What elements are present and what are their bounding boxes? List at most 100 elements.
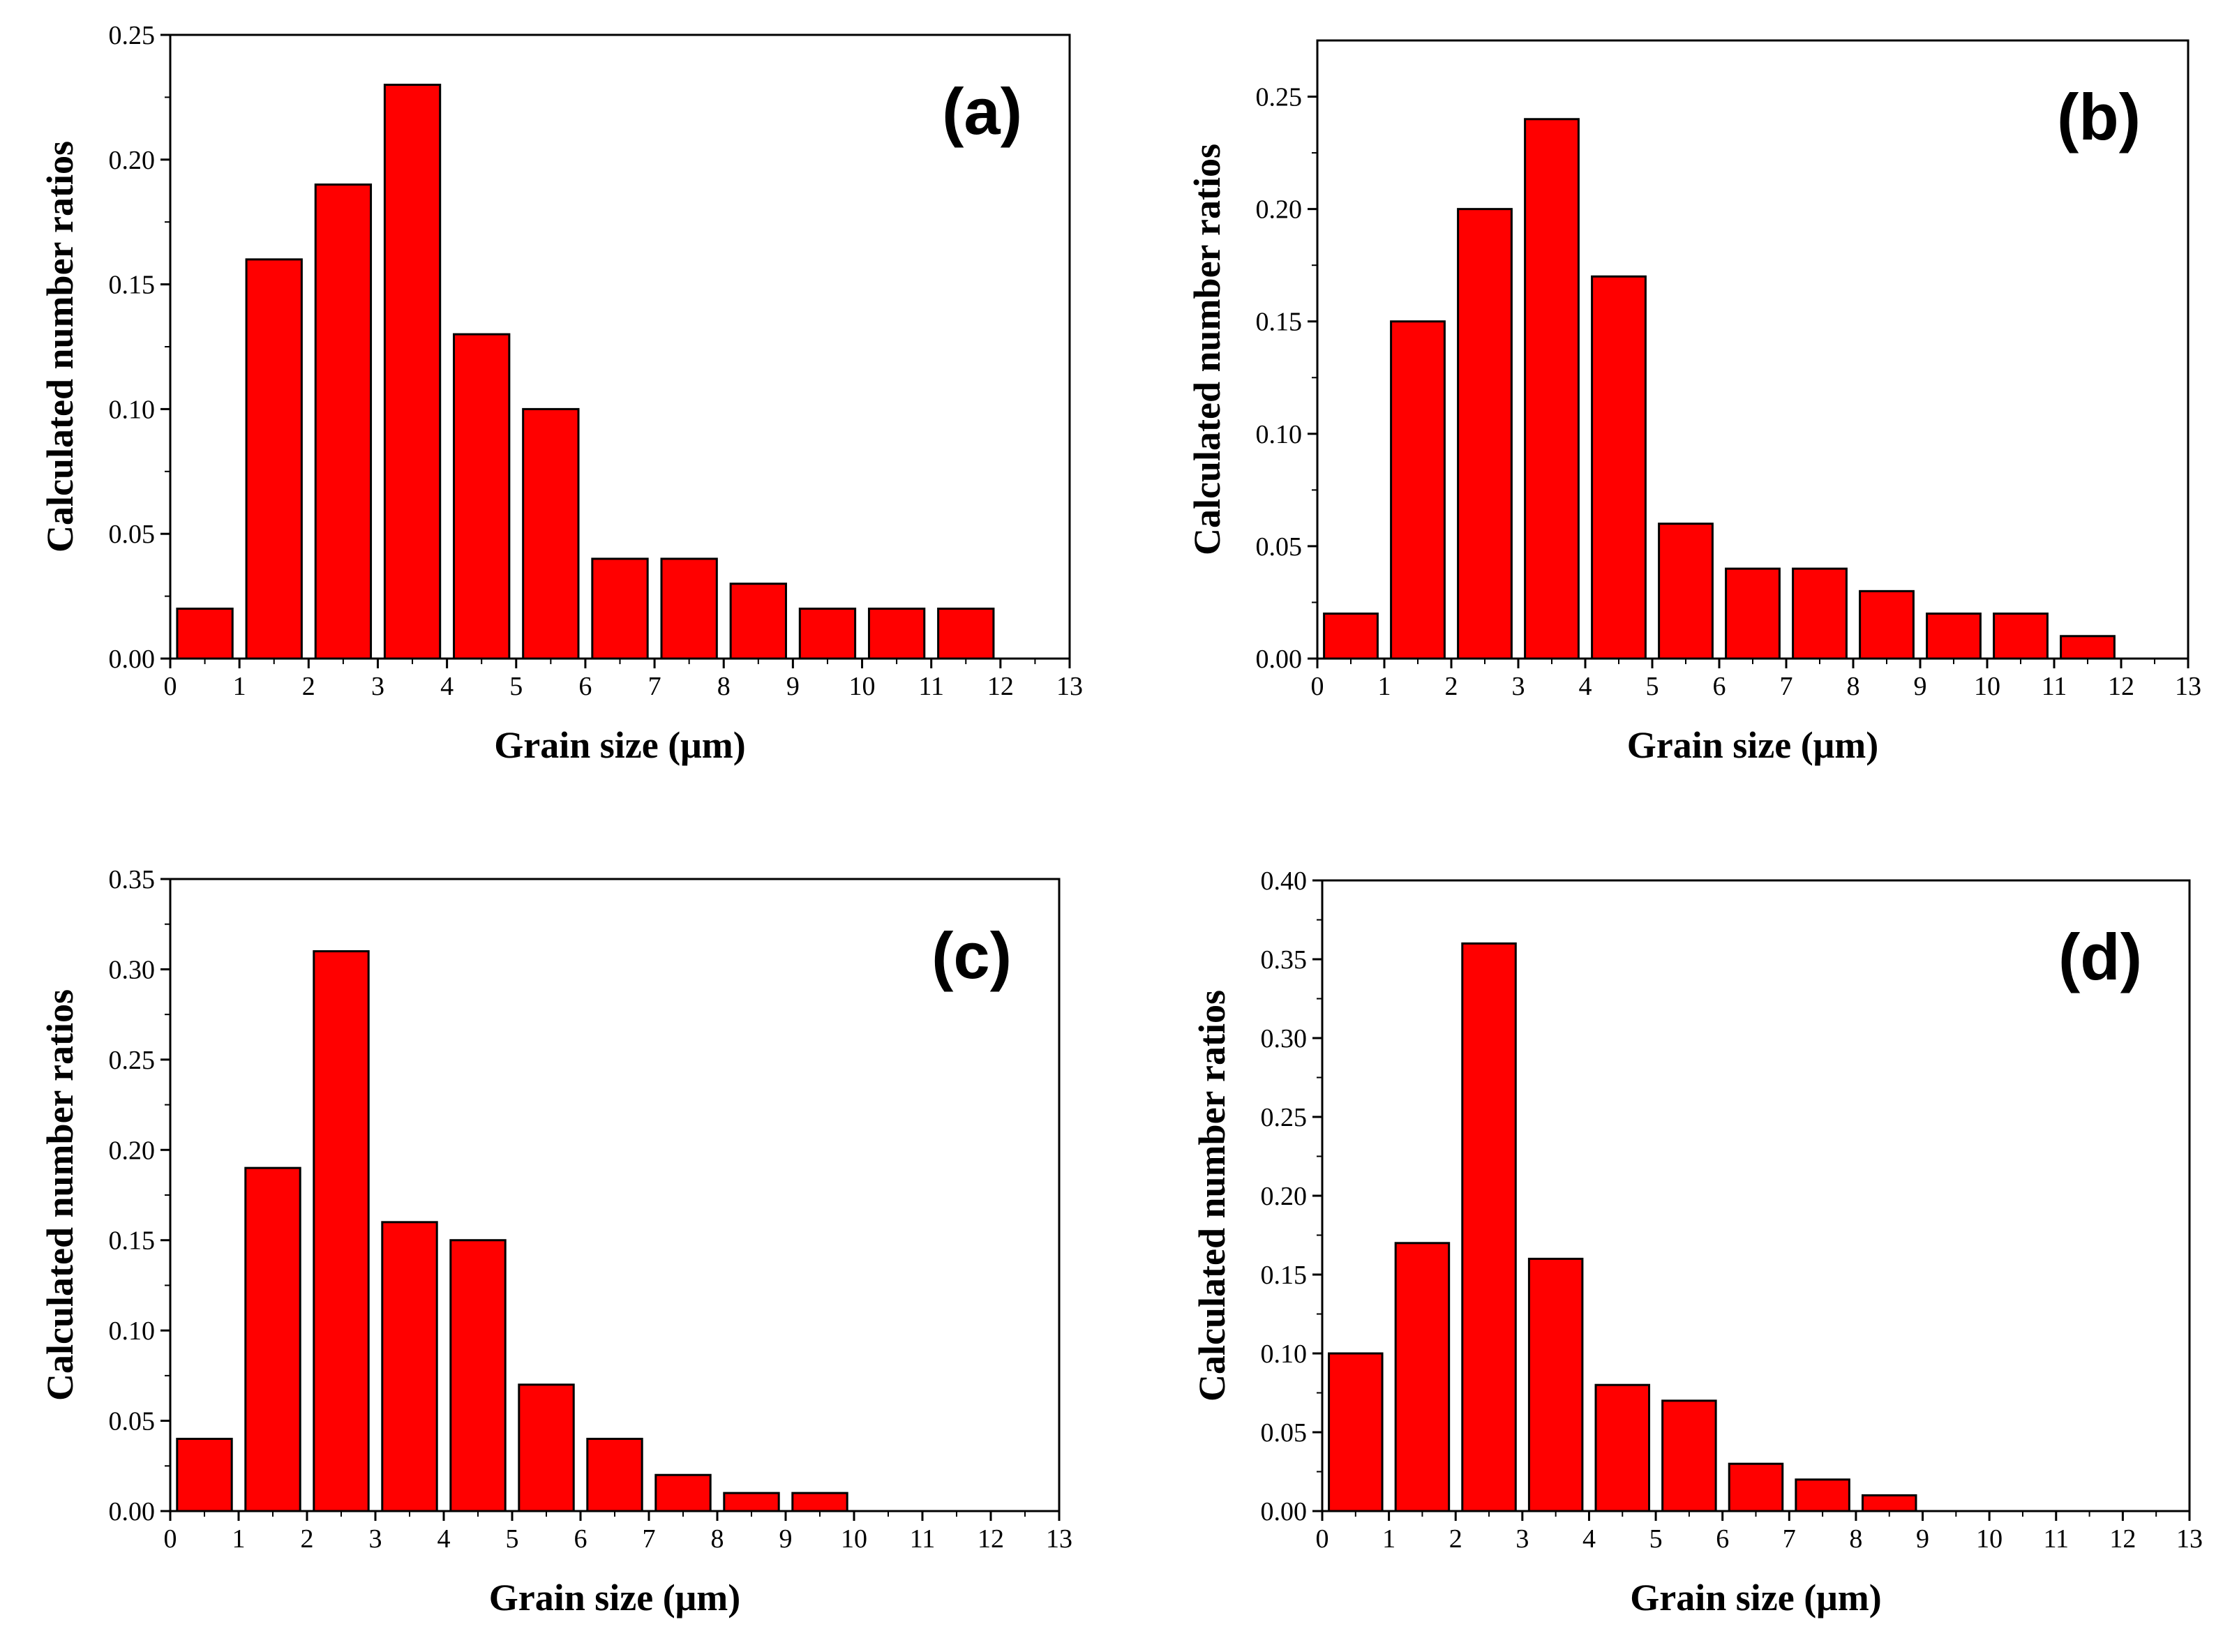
x-tick-label: 6 xyxy=(574,1524,587,1554)
y-tick-label: 0.25 xyxy=(1261,1103,1308,1132)
x-tick-label: 8 xyxy=(1847,672,1860,701)
x-tick-label: 11 xyxy=(2042,672,2067,701)
bar-3-9 xyxy=(723,1492,780,1512)
bar-2-5 xyxy=(1591,275,1647,660)
bar-1-10 xyxy=(798,607,857,660)
bar-2-1 xyxy=(1323,613,1379,660)
bar-3-7 xyxy=(586,1437,643,1512)
x-tick-label: 2 xyxy=(1445,672,1458,701)
plot-frame xyxy=(169,878,1061,1512)
bar-2-3 xyxy=(1457,208,1513,660)
y-tick-label: 0.00 xyxy=(1261,1497,1308,1526)
x-tick-label: 8 xyxy=(711,1524,724,1554)
y-tick-label: 0.20 xyxy=(109,146,156,175)
bar-1-9 xyxy=(729,583,787,660)
x-tick-label: 2 xyxy=(1449,1524,1462,1554)
y-tick-label: 0.10 xyxy=(109,1316,156,1346)
y-tick-label: 0.00 xyxy=(109,645,156,674)
x-axis-title: Grain size (μm) xyxy=(1627,724,1879,766)
x-tick-label: 4 xyxy=(437,1524,451,1554)
x-tick-label: 12 xyxy=(2108,672,2134,701)
x-tick-label: 10 xyxy=(1976,1524,2003,1554)
x-tick-label: 7 xyxy=(1780,672,1793,701)
chart-panel-2: 0 1 2 3 4 5 6 7 8 9 10 11 12 130.000.050.100.150.200.… xyxy=(1186,39,2201,766)
x-tick-label: 10 xyxy=(849,672,876,701)
x-tick-label: 11 xyxy=(2043,1524,2069,1554)
x-tick-label: 2 xyxy=(301,1524,314,1554)
x-tick-label: 1 xyxy=(1382,1524,1395,1554)
bar-2-6 xyxy=(1658,523,1714,660)
bar-4-3 xyxy=(1461,942,1517,1512)
bar-4-1 xyxy=(1328,1352,1384,1512)
x-tick-label: 1 xyxy=(233,672,246,701)
x-tick-label: 9 xyxy=(1916,1524,1929,1554)
x-tick-label: 9 xyxy=(786,672,800,701)
y-tick-label: 0.10 xyxy=(1256,420,1303,449)
x-tick-label: 9 xyxy=(1914,672,1927,701)
x-tick-label: 6 xyxy=(578,672,592,701)
y-tick-label: 0.05 xyxy=(109,520,156,549)
x-tick-label: 10 xyxy=(1974,672,2000,701)
bar-2-2 xyxy=(1390,320,1446,660)
bar-2-10 xyxy=(1926,613,1982,660)
y-tick-label: 0.25 xyxy=(109,21,156,50)
bar-1-6 xyxy=(522,407,580,660)
y-tick-label: 0.15 xyxy=(1261,1261,1308,1290)
y-axis-title: Calculated number ratios xyxy=(39,989,81,1401)
x-tick-label: 7 xyxy=(643,1524,656,1554)
chart-panel-4: 0 1 2 3 4 5 6 7 8 9 10 11 12 130.000.050.100.150.200.… xyxy=(1191,866,2203,1619)
y-tick-label: 0.25 xyxy=(1256,83,1303,112)
bar-3-10 xyxy=(791,1492,848,1512)
y-tick-label: 0.35 xyxy=(109,865,156,894)
y-tick-label: 0.15 xyxy=(109,271,156,300)
bar-4-5 xyxy=(1594,1383,1651,1512)
bar-1-12 xyxy=(937,607,995,660)
x-tick-label: 3 xyxy=(1515,1524,1529,1554)
y-tick-label: 0.30 xyxy=(1261,1024,1308,1053)
bar-4-4 xyxy=(1527,1257,1584,1512)
bar-1-4 xyxy=(383,84,442,660)
y-tick-label: 0.20 xyxy=(1261,1182,1308,1211)
y-tick-label: 0.00 xyxy=(1256,645,1303,674)
bar-4-2 xyxy=(1394,1242,1451,1512)
x-axis-title: Grain size (μm) xyxy=(1630,1577,1882,1619)
y-tick-label: 0.10 xyxy=(109,395,156,424)
y-tick-label: 0.30 xyxy=(109,955,156,984)
bar-2-4 xyxy=(1524,118,1580,660)
x-tick-label: 5 xyxy=(506,1524,519,1554)
x-axis-title: Grain size (μm) xyxy=(489,1577,741,1619)
x-tick-label: 3 xyxy=(369,1524,382,1554)
x-tick-label: 12 xyxy=(2109,1524,2136,1554)
x-axis-title: Grain size (μm) xyxy=(494,724,746,766)
bar-3-3 xyxy=(313,950,370,1512)
x-tick-label: 5 xyxy=(1646,672,1659,701)
bar-1-7 xyxy=(591,557,649,660)
x-tick-label: 13 xyxy=(1046,1524,1072,1554)
chart-panel-3: 0 1 2 3 4 5 6 7 8 9 10 11 12 130.000.050.100.150.200.… xyxy=(39,865,1072,1619)
x-tick-label: 9 xyxy=(779,1524,793,1554)
x-tick-label: 0 xyxy=(164,672,177,701)
y-tick-label: 0.15 xyxy=(109,1226,156,1256)
y-tick-label: 0.35 xyxy=(1261,945,1308,975)
x-tick-label: 10 xyxy=(841,1524,867,1554)
chart-panel-1: 0 1 2 3 4 5 6 7 8 9 10 11 12 130.000.050.100.150.200.… xyxy=(39,21,1083,766)
bar-4-6 xyxy=(1661,1399,1717,1512)
x-tick-label: 3 xyxy=(1512,672,1525,701)
bar-3-1 xyxy=(176,1437,233,1512)
x-tick-label: 8 xyxy=(1849,1524,1862,1554)
x-tick-label: 5 xyxy=(509,672,523,701)
bar-2-7 xyxy=(1725,567,1781,660)
bar-1-1 xyxy=(176,607,234,660)
x-tick-label: 4 xyxy=(1579,672,1592,701)
bar-4-9 xyxy=(1861,1494,1917,1512)
x-tick-label: 2 xyxy=(302,672,315,701)
bar-1-3 xyxy=(314,183,373,660)
bar-2-12 xyxy=(2060,635,2116,660)
x-tick-label: 11 xyxy=(910,1524,936,1554)
bar-1-5 xyxy=(453,333,511,660)
bar-3-5 xyxy=(449,1239,507,1512)
x-tick-label: 13 xyxy=(1056,672,1083,701)
y-tick-label: 0.40 xyxy=(1261,866,1308,896)
x-tick-label: 12 xyxy=(987,672,1014,701)
